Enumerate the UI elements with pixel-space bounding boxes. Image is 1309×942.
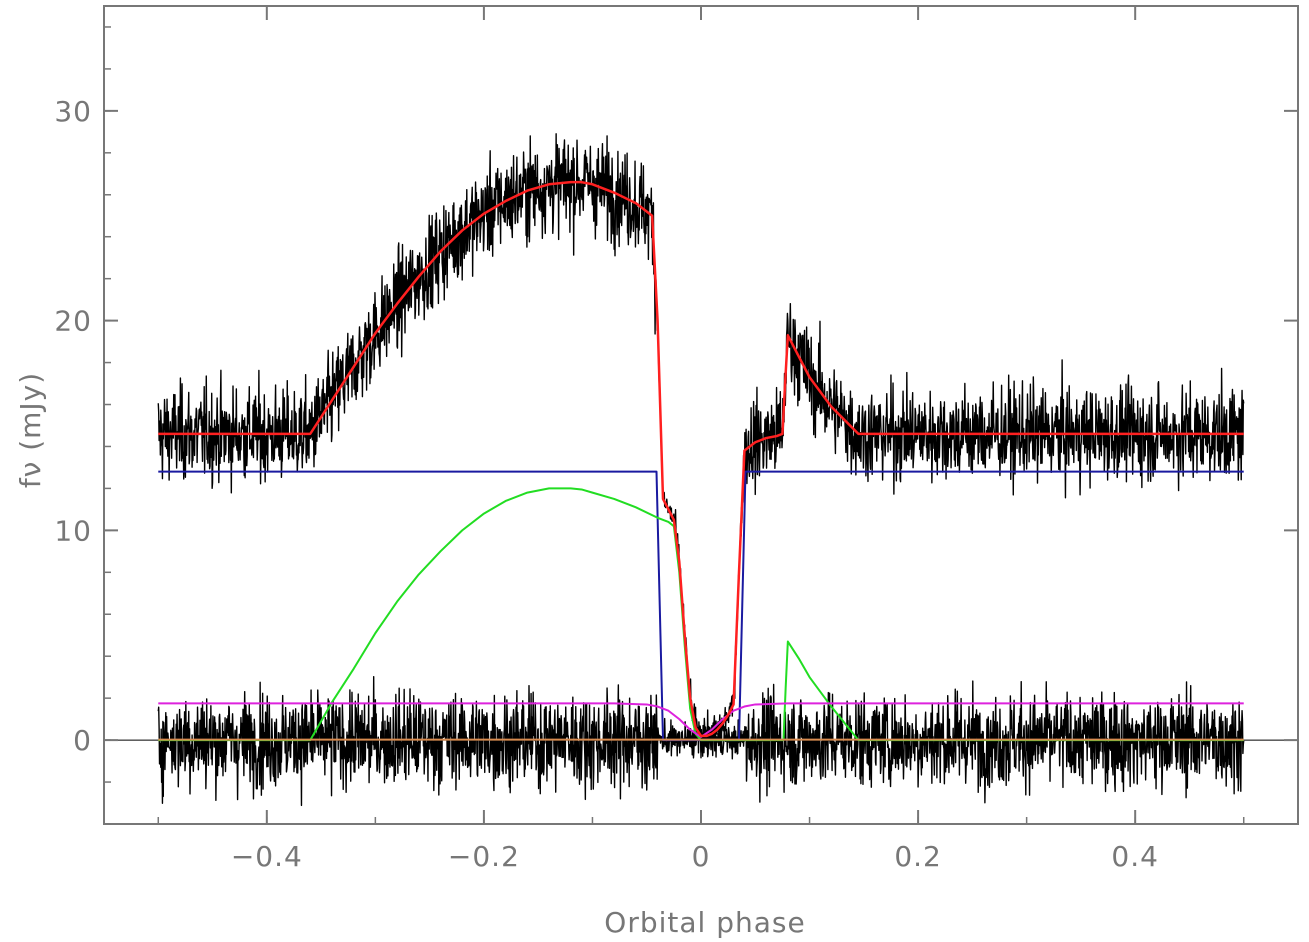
bright-spot-component-line — [158, 487, 1244, 742]
y-axis-label: fν (mJy) — [14, 372, 47, 488]
total-model-line — [158, 180, 1244, 738]
white-dwarf-component-line — [158, 470, 1244, 742]
x-tick-label: 0.4 — [1111, 840, 1159, 873]
x-axis-ticks: −0.4 −0.2 0 0.2 0.4 — [157, 6, 1245, 873]
x-axis-label: Orbital phase — [604, 906, 805, 939]
observed-light-curve-line — [157, 133, 1245, 759]
x-tick-label: −0.4 — [231, 840, 303, 873]
x-tick-label: 0.2 — [894, 840, 942, 873]
x-tick-label: −0.2 — [448, 840, 520, 873]
y-tick-label: 30 — [54, 95, 92, 128]
y-tick-label: 20 — [54, 305, 92, 338]
y-axis-ticks: 0 10 20 30 — [54, 26, 1298, 825]
residuals-line — [157, 676, 1245, 807]
y-tick-label: 10 — [54, 514, 92, 547]
plot-area — [104, 133, 1298, 807]
x-tick-label: 0 — [692, 840, 711, 873]
y-tick-label: 0 — [73, 724, 92, 757]
